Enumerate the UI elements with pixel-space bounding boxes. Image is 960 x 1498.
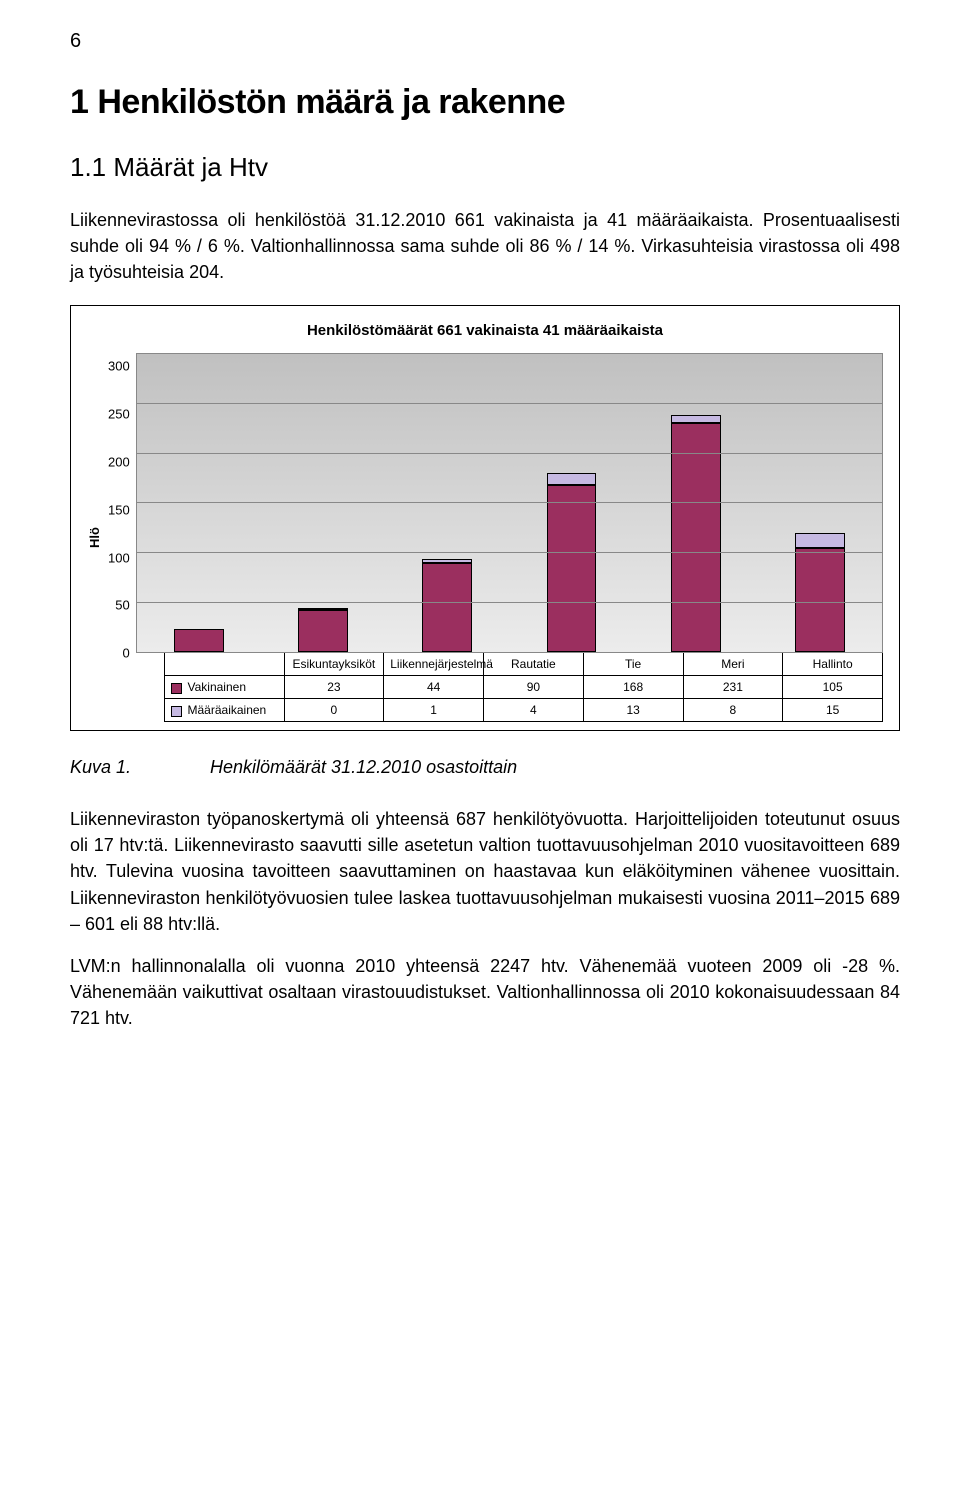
bar-stack [547, 473, 597, 653]
bar-segment [671, 415, 721, 423]
y-tick: 250 [108, 408, 130, 421]
bar-stack [671, 415, 721, 652]
table-cell: 90 [484, 676, 584, 699]
bar-segment [795, 533, 845, 548]
chart-title: Henkilöstömäärät 661 vakinaista 41 määrä… [87, 322, 883, 339]
gridline [137, 602, 882, 603]
table-cell: 168 [583, 676, 683, 699]
caption-text: Henkilömäärät 31.12.2010 osastoittain [210, 757, 900, 778]
table-category-header: Hallinto [783, 653, 883, 676]
bar-segment [547, 485, 597, 652]
gridline [137, 403, 882, 404]
bar-column [634, 354, 758, 652]
plot-wrap: 050100150200250300 EsikuntayksikötLiiken… [108, 353, 883, 722]
table-cell: 8 [683, 699, 783, 722]
y-tick: 200 [108, 455, 130, 468]
caption-label: Kuva 1. [70, 757, 210, 778]
table-cell: 4 [484, 699, 584, 722]
bar-column [261, 354, 385, 652]
table-series-label: Määräaikainen [164, 699, 284, 722]
table-category-header: Meri [683, 653, 783, 676]
paragraph-3: LVM:n hallinnonalalla oli vuonna 2010 yh… [70, 953, 900, 1031]
bar-segment [671, 423, 721, 652]
legend-swatch [171, 706, 182, 717]
table-cell: 231 [683, 676, 783, 699]
gridline [137, 552, 882, 553]
bar-segment [547, 473, 597, 486]
paragraph-2: Liikenneviraston työpanoskertymä oli yht… [70, 806, 900, 936]
table-cell: 105 [783, 676, 883, 699]
y-tick: 150 [108, 503, 130, 516]
bar-stack [298, 608, 348, 653]
chart-ylabel: Hlö [87, 527, 102, 548]
heading-1: 1 Henkilöstön määrä ja rakenne [70, 83, 900, 122]
table-cell: 13 [583, 699, 683, 722]
gridline [137, 502, 882, 503]
table-category-header: Esikuntayksiköt [284, 653, 384, 676]
table-cell: 0 [284, 699, 384, 722]
paragraph-intro: Liikennevirastossa oli henkilöstöä 31.12… [70, 207, 900, 285]
table-category-header: Liikennejärjestelmä [384, 653, 484, 676]
ylabel-wrap: Hlö [87, 353, 108, 722]
table-header-blank [164, 653, 284, 676]
y-tick: 100 [108, 551, 130, 564]
chart-frame: Henkilöstömäärät 661 vakinaista 41 määrä… [70, 305, 900, 731]
series-name: Vakinainen [188, 680, 247, 694]
bar-segment [795, 548, 845, 652]
heading-2: 1.1 Määrät ja Htv [70, 152, 900, 183]
bars-row [137, 354, 882, 652]
table-series-label: Vakinainen [164, 676, 284, 699]
bar-column [758, 354, 882, 652]
page-number: 6 [70, 30, 900, 53]
bar-stack [422, 559, 472, 652]
bar-column [385, 354, 509, 652]
y-tick: 50 [108, 599, 130, 612]
chart-body: Hlö 050100150200250300 EsikuntayksikötLi… [87, 353, 883, 722]
table-category-header: Rautatie [484, 653, 584, 676]
gridline [137, 453, 882, 454]
series-name: Määräaikainen [188, 703, 267, 717]
chart-grid [136, 353, 883, 653]
table-cell: 44 [384, 676, 484, 699]
y-tick: 300 [108, 360, 130, 373]
table-cell: 23 [284, 676, 384, 699]
bar-segment [422, 563, 472, 652]
bar-segment [174, 629, 224, 652]
plot-area: 050100150200250300 [108, 353, 883, 653]
chart-data-table: EsikuntayksikötLiikennejärjestelmäRautat… [108, 652, 883, 722]
y-ticks: 050100150200250300 [108, 353, 136, 653]
bar-column [509, 354, 633, 652]
legend-swatch [171, 683, 182, 694]
y-tick: 0 [108, 647, 130, 660]
bar-stack [174, 629, 224, 652]
table-cell: 1 [384, 699, 484, 722]
table-cell: 15 [783, 699, 883, 722]
table-category-header: Tie [583, 653, 683, 676]
bar-column [137, 354, 261, 652]
figure-caption: Kuva 1. Henkilömäärät 31.12.2010 osastoi… [70, 757, 900, 778]
bar-segment [298, 610, 348, 653]
